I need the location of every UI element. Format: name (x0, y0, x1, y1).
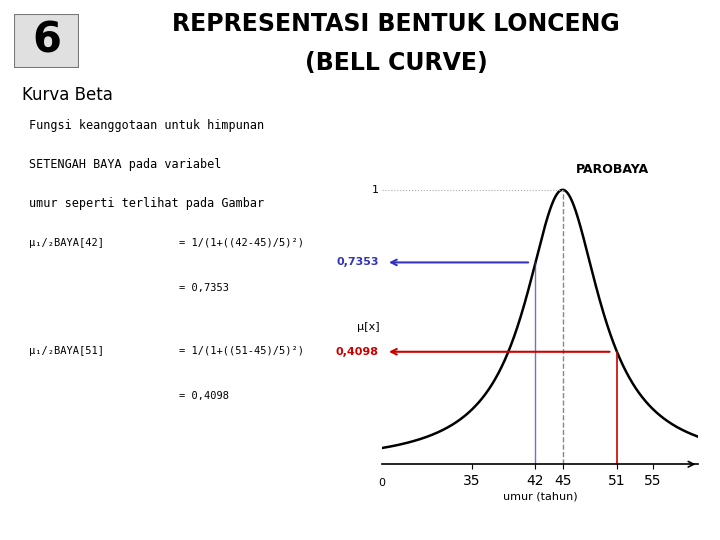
Text: = 0,4098: = 0,4098 (179, 392, 229, 402)
Text: 0,4098: 0,4098 (336, 347, 379, 357)
Text: 6: 6 (32, 19, 61, 62)
Text: (BELL CURVE): (BELL CURVE) (305, 51, 487, 75)
Text: = 0,7353: = 0,7353 (179, 284, 229, 294)
Text: μ[x]: μ[x] (356, 322, 379, 332)
Text: 0: 0 (378, 478, 385, 488)
Text: Kurva Beta: Kurva Beta (22, 85, 113, 104)
Text: REPRESENTASI BENTUK LONCENG: REPRESENTASI BENTUK LONCENG (172, 11, 620, 36)
Text: μ₁/₂BAYA[42]: μ₁/₂BAYA[42] (30, 238, 104, 248)
Text: umur seperti terlihat pada Gambar: umur seperti terlihat pada Gambar (29, 197, 264, 210)
Text: umur (tahun): umur (tahun) (503, 491, 577, 502)
Text: μ₁/₂BAYA[51]: μ₁/₂BAYA[51] (30, 346, 104, 356)
Text: 1: 1 (372, 185, 379, 195)
Text: 0,7353: 0,7353 (336, 258, 379, 267)
Text: = 1/(1+((51-45)/5)²): = 1/(1+((51-45)/5)²) (179, 346, 304, 356)
Text: SETENGAH BAYA pada variabel: SETENGAH BAYA pada variabel (29, 158, 221, 171)
Text: = 1/(1+((42-45)/5)²): = 1/(1+((42-45)/5)²) (179, 238, 304, 248)
Text: PAROBAYA: PAROBAYA (576, 163, 649, 176)
Text: Fungsi keanggotaan untuk himpunan: Fungsi keanggotaan untuk himpunan (29, 119, 264, 132)
